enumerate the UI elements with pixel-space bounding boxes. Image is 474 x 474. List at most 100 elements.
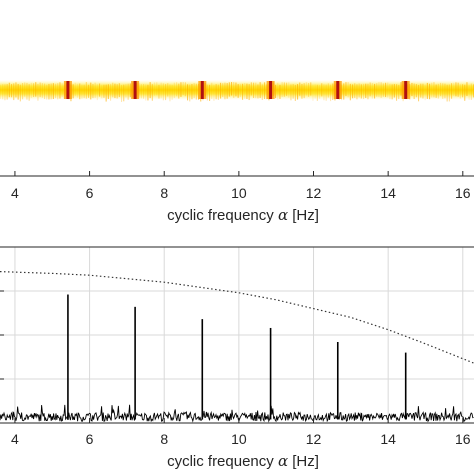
heatmap-band-cell xyxy=(244,82,246,99)
heatmap-peak xyxy=(66,81,70,99)
heatmap-band-cell xyxy=(253,82,255,98)
heatmap-peak xyxy=(200,81,204,99)
heatmap-band-cell xyxy=(418,84,420,102)
heatmap-band-cell xyxy=(396,84,398,101)
heatmap-band-cell xyxy=(116,84,118,99)
heatmap-band-cell xyxy=(448,84,450,102)
heatmap-band-cell xyxy=(365,83,367,98)
heatmap-band-cell xyxy=(319,84,321,99)
heatmap-band-cell xyxy=(140,84,142,99)
heatmap-band-cell xyxy=(239,83,241,97)
heatmap-band-cell xyxy=(327,83,329,98)
heatmap-band-cell xyxy=(193,83,195,99)
heatmap-band-cell xyxy=(33,83,35,98)
top-x-axis-label: cyclic frequency α [Hz] xyxy=(167,206,319,224)
heatmap-band-cell xyxy=(154,82,156,96)
heatmap-band-cell xyxy=(74,82,76,97)
heatmap-band-cell xyxy=(77,83,79,98)
heatmap-band-cell xyxy=(299,82,301,96)
heatmap-band-cell xyxy=(413,83,415,100)
heatmap-peaks xyxy=(63,81,410,99)
heatmap-band-cell xyxy=(411,82,413,97)
heatmap-band-cell xyxy=(305,82,307,96)
heatmap-band-cell xyxy=(13,83,15,101)
heatmap-band-cell xyxy=(325,84,327,101)
heatmap-band-cell xyxy=(409,84,411,100)
heatmap-band-cell xyxy=(310,82,312,96)
top-x-tick-label: 8 xyxy=(160,185,168,201)
heatmap-band-cell xyxy=(226,83,228,99)
bottom-x-axis-label: cyclic frequency α [Hz] xyxy=(167,452,319,470)
threshold-dotted-line xyxy=(0,271,474,364)
top-x-tick-label: 4 xyxy=(11,185,19,201)
heatmap-band-cell xyxy=(24,82,26,97)
heatmap-band-cell xyxy=(343,83,345,100)
heatmap-band-cell xyxy=(451,83,453,99)
heatmap-band-cell xyxy=(173,82,175,99)
heatmap-band-cell xyxy=(50,83,52,100)
heatmap-band-cell xyxy=(17,84,19,100)
heatmap-band-cell xyxy=(312,84,314,101)
heatmap-band-cell xyxy=(387,82,389,98)
heatmap-band-cell xyxy=(151,84,153,101)
heatmap-band-cell xyxy=(382,83,384,97)
heatmap-band-cell xyxy=(28,84,30,101)
heatmap-band-cell xyxy=(149,82,151,99)
heatmap-band-cell xyxy=(303,83,305,99)
heatmap-band-cell xyxy=(195,83,197,100)
heatmap-band-cell xyxy=(184,82,186,97)
heatmap-band-cell xyxy=(250,82,252,96)
heatmap-band-cell xyxy=(22,83,24,100)
heatmap-band-cell xyxy=(30,82,32,99)
heatmap-band-cell xyxy=(330,84,332,102)
heatmap-band-cell xyxy=(182,82,184,96)
heatmap-band-cell xyxy=(433,82,435,98)
heatmap-peak xyxy=(336,81,340,99)
heatmap-band-cell xyxy=(369,82,371,97)
heatmap-peak xyxy=(269,81,273,99)
heatmap-band-cell xyxy=(275,84,277,99)
heatmap-band-cell xyxy=(316,84,318,101)
heatmap-band-cell xyxy=(349,83,351,101)
heatmap-band-cell xyxy=(290,84,292,101)
heatmap-band-cell xyxy=(323,84,325,101)
heatmap-band-cell xyxy=(61,83,63,97)
heatmap-band-cell xyxy=(125,83,127,98)
bottom-x-tick-label: 8 xyxy=(160,431,168,447)
heatmap-band-cell xyxy=(292,84,294,99)
heatmap-band-cell xyxy=(259,82,261,98)
heatmap-band-cell xyxy=(171,84,173,100)
heatmap-band-cell xyxy=(162,83,164,101)
heatmap-band-cell xyxy=(468,84,470,100)
heatmap-band-cell xyxy=(158,84,160,99)
heatmap-band-cell xyxy=(92,84,94,99)
heatmap-band-cell xyxy=(19,84,21,102)
heatmap-band-cell xyxy=(147,84,149,101)
heatmap-band-cell xyxy=(160,82,162,99)
heatmap-peak xyxy=(133,81,137,99)
heatmap-band-cell xyxy=(435,84,437,98)
heatmap-band-cell xyxy=(156,82,158,96)
heatmap-band-cell xyxy=(261,84,263,101)
bottom-x-tick-label: 4 xyxy=(11,431,19,447)
heatmap-band-cell xyxy=(462,84,464,98)
heatmap-band-cell xyxy=(422,83,424,99)
heatmap-band-cell xyxy=(0,84,2,99)
heatmap-band-cell xyxy=(354,83,356,98)
heatmap-band-cell xyxy=(455,82,457,97)
heatmap-band-cell xyxy=(55,83,57,99)
heatmap-band-cell xyxy=(222,83,224,97)
top-x-tick-label: 12 xyxy=(306,185,322,201)
heatmap-band-cell xyxy=(231,82,233,96)
heatmap-band-cell xyxy=(167,83,169,97)
heatmap-band-cell xyxy=(103,84,105,98)
heatmap-band-cell xyxy=(138,82,140,99)
heatmap-band-cell xyxy=(118,83,120,98)
heatmap-band-cell xyxy=(46,84,48,100)
heatmap-band-cell xyxy=(4,84,6,101)
top-x-tick-label: 6 xyxy=(86,185,94,201)
heatmap-band-cell xyxy=(217,84,219,100)
heatmap-band-cell xyxy=(189,84,191,102)
heatmap-band-cell xyxy=(48,83,50,100)
heatmap-band-cell xyxy=(96,84,98,101)
